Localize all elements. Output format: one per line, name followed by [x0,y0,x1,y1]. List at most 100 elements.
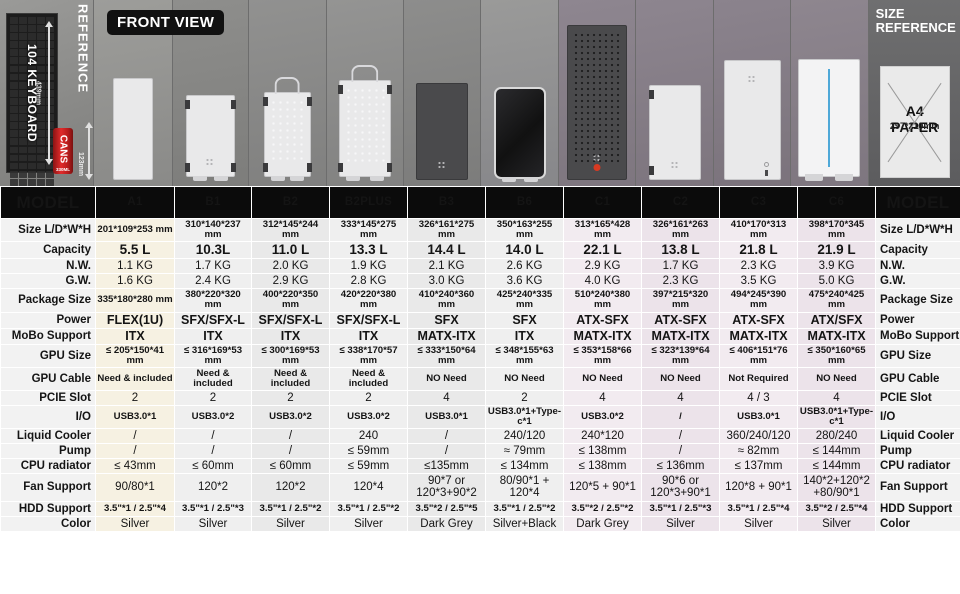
cell-color-a1: Silver [95,515,175,532]
table-header-model-b6[interactable]: B6 [485,186,564,219]
cell-g-w-c2: 2.3 KG [641,273,720,290]
row-label-color-left: Color [0,515,96,532]
cell-g-w-c3: 3.5 KG [719,273,798,290]
cell-hdd-support-c1: 3.5"*2 / 2.5"*2 [563,500,642,517]
cell-pcie-slot-b1: 2 [174,390,252,407]
cell-package-size-b2plus: 420*220*380 mm [329,288,408,313]
accent-light-strip [828,69,831,167]
cell-g-w-a1: 1.6 KG [95,273,175,290]
cell-package-size-b6: 425*240*335 mm [485,288,564,313]
table-row-fan-support: Fan Support 90/80*1 120*2 120*2 120*4 90*7 or… [0,473,960,502]
cell-g-w-c1: 4.0 KG [563,273,642,290]
cell-liquid-cooler-c3: 360/240/120 [719,428,798,445]
cell-color-b6: Silver+Black [485,515,564,532]
row-label-n-w-left: N.W. [0,258,96,275]
cell-power-c3: ATX-SFX [719,311,798,329]
cell-power-c6: ATX/SFX [797,311,876,329]
cell-capacity-b3: 14.4 L [407,241,486,260]
can-dimension-label: 123mm [77,151,84,176]
table-row-i-o: I/O USB3.0*1 USB3.0*2 USB3.0*2 USB3.0*2 USB3.… [0,405,960,430]
cell-capacity-c3: 21.8 L [719,241,798,260]
cell-gpu-cable-c3: Not Required [719,366,798,392]
cell-mobo-support-b2plus: ITX [329,327,408,345]
cell-gpu-cable-a1: Need & included [95,366,175,392]
cell-size-l-d-w-h-c2: 326*161*263 mm [641,217,720,243]
table-header-model-b2[interactable]: B2 [251,186,330,219]
row-label-fan-support-right: Fan Support [875,473,960,502]
cell-gpu-size-b3: ≤ 333*150*64 mm [407,343,486,368]
cell-hdd-support-c3: 3.5"*1 / 2.5"*4 [719,500,798,517]
case-shape-c2 [648,85,701,180]
keyboard-illustration: 439mm 104 KEYBOARD [6,13,58,186]
row-label-capacity-right: Capacity [875,241,960,260]
cell-g-w-b1: 2.4 KG [174,273,252,290]
row-label-mobo-support-right: MoBo Support [875,327,960,345]
cell-g-w-b6: 3.6 KG [485,273,564,290]
table-header-model-b2plus[interactable]: B2PLUS [329,186,408,219]
cell-mobo-support-a1: ITX [95,327,175,345]
row-label-pcie-slot-left: PCIE Slot [0,390,96,407]
cell-fan-support-c3: 120*8 + 90*1 [719,473,798,502]
row-label-color-right: Color [875,515,960,532]
cell-size-l-d-w-h-b2plus: 333*145*275 mm [329,217,408,243]
cell-gpu-cable-c2: NO Need [641,366,720,392]
cell-gpu-size-b2plus: ≤ 338*170*57 mm [329,343,408,368]
cell-hdd-support-b3: 3.5"*2 / 2.5"*5 [407,500,486,517]
table-row-pcie-slot: PCIE Slot 2 2 2 2 4 2 4 4 4 / 3 4 PCIE Slot [0,390,960,407]
cell-mobo-support-b6: ITX [485,327,564,345]
cell-power-c2: ATX-SFX [641,311,720,329]
cell-color-c3: Silver [719,515,798,532]
cell-power-c1: ATX-SFX [563,311,642,329]
table-row-color: Color Silver Silver Silver Silver Dark Grey Si… [0,515,960,532]
cell-gpu-size-b1: ≤ 316*169*53 mm [174,343,252,368]
reference-title: REFERENCE [75,4,91,94]
cell-pcie-slot-c3: 4 / 3 [719,390,798,407]
cell-pcie-slot-b2plus: 2 [329,390,408,407]
cell-n-w-b1: 1.7 KG [174,258,252,275]
cell-gpu-size-b2: ≤ 300*169*53 mm [251,343,330,368]
cell-hdd-support-b2plus: 3.5"*1 / 2.5"*2 [329,500,408,517]
table-header-model-c1[interactable]: C1 [563,186,642,219]
cell-color-b2: Silver [251,515,330,532]
case-shape-c3 [723,60,781,180]
cell-gpu-cable-b3: NO Need [407,366,486,392]
product-image-c3 [713,0,792,186]
row-label-hdd-support-left: HDD Support [0,500,96,517]
cell-mobo-support-c1: MATX-ITX [563,327,642,345]
cell-capacity-c1: 22.1 L [563,241,642,260]
cell-liquid-cooler-b3: / [407,428,486,445]
cell-package-size-b3: 410*240*360 mm [407,288,486,313]
table-header-model-b3[interactable]: B3 [407,186,486,219]
cell-gpu-size-c6: ≤ 350*160*65 mm [797,343,876,368]
cell-g-w-c6: 5.0 KG [797,273,876,290]
cell-i-o-c2: / [641,405,720,430]
row-label-hdd-support-right: HDD Support [875,500,960,517]
can-illustration: CANS 330ML [53,128,73,174]
cell-size-l-d-w-h-a1: 201*109*253 mm [95,217,175,243]
cell-fan-support-b2: 120*2 [251,473,330,502]
table-header-model-c2[interactable]: C2 [641,186,720,219]
product-image-b2 [249,0,327,186]
table-header-model-c3[interactable]: C3 [719,186,798,219]
brand-logo-icon [437,161,447,170]
cell-package-size-c1: 510*240*380 mm [563,288,642,313]
cell-fan-support-c1: 120*5 + 90*1 [563,473,642,502]
cell-liquid-cooler-b2plus: 240 [329,428,408,445]
cell-i-o-c1: USB3.0*2 [563,405,642,430]
row-label-package-size-right: Package Size [875,288,960,313]
row-label-power-right: Power [875,311,960,329]
table-row-power: Power FLEX(1U) SFX/SFX-L SFX/SFX-L SFX/SFX-L… [0,311,960,329]
table-header-row: MODEL A1 B1 B2 B2PLUS B3 B6 C1 C2 C3 C6 MODEL [0,186,960,219]
cell-color-b3: Dark Grey [407,515,486,532]
row-label-i-o-right: I/O [875,405,960,430]
row-label-n-w-right: N.W. [875,258,960,275]
table-header-model-a1[interactable]: A1 [95,186,175,219]
table-header-model-c6[interactable]: C6 [797,186,876,219]
table-header-model-b1[interactable]: B1 [174,186,252,219]
cell-power-a1: FLEX(1U) [95,311,175,329]
row-label-capacity-left: Capacity [0,241,96,260]
cell-power-b2plus: SFX/SFX-L [329,311,408,329]
cell-liquid-cooler-b2: / [251,428,330,445]
cell-pcie-slot-c2: 4 [641,390,720,407]
cell-hdd-support-b6: 3.5"*1 / 2.5"*2 [485,500,564,517]
